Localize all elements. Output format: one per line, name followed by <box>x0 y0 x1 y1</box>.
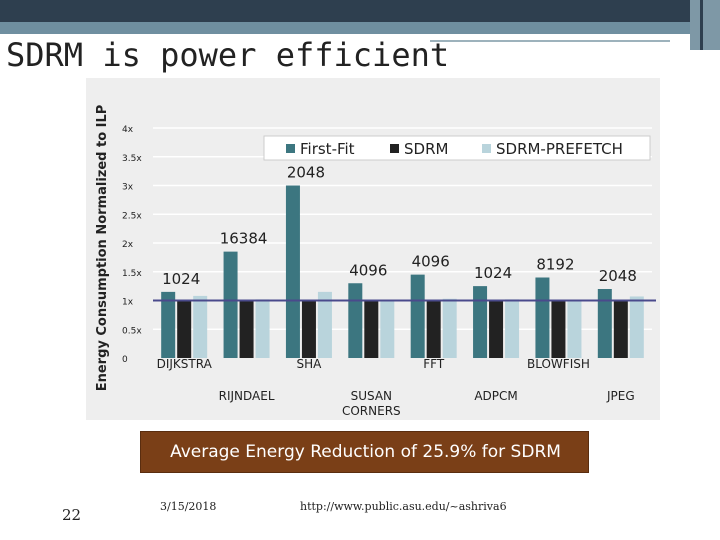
x-category-label: BLOWFISH <box>527 357 590 371</box>
bar-sdrm-prefetch-fft <box>442 298 457 358</box>
bar-first-fit-sha <box>285 185 300 358</box>
bar-sdrm-prefetch-dijkstra <box>193 295 208 358</box>
bar-sdrm-prefetch-susan-corners <box>380 300 395 358</box>
y-tick-label: 1.5x <box>122 269 142 279</box>
x-category-label: CORNERS <box>342 404 401 418</box>
bar-annotation: 2048 <box>599 267 637 285</box>
y-tick-label: 3x <box>122 183 134 193</box>
bar-annotation: 1024 <box>474 264 512 282</box>
legend-entry: First-Fit <box>300 140 355 158</box>
bar-sdrm-jpeg <box>613 300 628 358</box>
bar-annotation: 2048 <box>287 164 325 182</box>
bar-first-fit-blowfish <box>535 277 550 358</box>
bar-sdrm-prefetch-jpeg <box>629 296 644 358</box>
bar-annotation: 16384 <box>220 230 268 248</box>
title-underline <box>430 40 670 42</box>
y-tick-label: 2.5x <box>122 211 142 221</box>
bar-first-fit-rijndael <box>223 251 238 358</box>
bar-annotation: 4096 <box>412 253 450 271</box>
bar-first-fit-dijkstra <box>161 291 176 358</box>
page-number: 22 <box>62 506 82 524</box>
summary-banner: Average Energy Reduction of 25.9% for SD… <box>140 431 589 473</box>
bar-sdrm-rijndael <box>239 300 254 358</box>
x-category-label: ADPCM <box>474 389 517 403</box>
bar-first-fit-adpcm <box>473 286 488 358</box>
bar-sdrm-prefetch-adpcm <box>505 299 520 358</box>
bar-sdrm-susan-corners <box>364 300 379 358</box>
chart-panel: Energy Consumption Normalized to ILP 0 0.… <box>86 78 660 420</box>
y-tick-label: 1x <box>122 298 134 308</box>
bar-sdrm-prefetch-sha <box>317 291 332 358</box>
bar-first-fit-jpeg <box>597 289 612 358</box>
y-tick-label: 0 <box>122 355 128 365</box>
x-category-label: FFT <box>423 357 445 371</box>
legend-entry: SDRM-PREFETCH <box>496 140 623 158</box>
y-tick-label: 2x <box>122 240 134 250</box>
y-axis-label: Energy Consumption Normalized to ILP <box>95 105 110 392</box>
top-bar-dark <box>0 0 720 22</box>
corner-accent <box>690 0 720 50</box>
bar-first-fit-fft <box>410 274 425 358</box>
bar-sdrm-adpcm <box>489 300 504 358</box>
corner-accent-line <box>700 0 703 50</box>
slide-title: SDRM is power efficient <box>6 36 450 74</box>
bar-sdrm-prefetch-rijndael <box>255 299 270 358</box>
legend-swatch <box>390 144 399 153</box>
bar-annotation: 1024 <box>162 270 200 288</box>
x-category-label: JPEG <box>606 389 635 403</box>
footer-date: 3/15/2018 <box>160 500 217 513</box>
energy-chart: Energy Consumption Normalized to ILP 0 0.… <box>95 105 656 418</box>
legend-box <box>263 135 651 161</box>
bar-sdrm-blowfish <box>551 300 566 358</box>
bar-annotation: 4096 <box>349 261 387 279</box>
y-tick-label: 3.5x <box>122 154 142 164</box>
bar-first-fit-susan-corners <box>348 283 363 358</box>
top-bar-light <box>0 22 720 34</box>
x-category-label: SUSAN <box>351 389 392 403</box>
x-category-label: RIJNDAEL <box>219 389 275 403</box>
bar-sdrm-sha <box>301 300 316 358</box>
legend-swatch <box>286 144 295 153</box>
bar-annotation: 8192 <box>536 256 574 274</box>
bar-sdrm-dijkstra <box>177 300 192 358</box>
bar-sdrm-prefetch-blowfish <box>567 300 582 358</box>
y-tick-label: 0.5x <box>122 326 142 336</box>
x-category-label: DIJKSTRA <box>157 357 213 371</box>
bar-sdrm-fft <box>426 300 441 358</box>
y-tick-label: 4x <box>122 125 134 135</box>
x-category-label: SHA <box>297 357 323 371</box>
legend-entry: SDRM <box>404 140 448 158</box>
footer-url: http://www.public.asu.edu/~ashriva6 <box>300 500 507 513</box>
legend-swatch <box>482 144 491 153</box>
summary-banner-text: Average Energy Reduction of 25.9% for SD… <box>170 442 561 462</box>
